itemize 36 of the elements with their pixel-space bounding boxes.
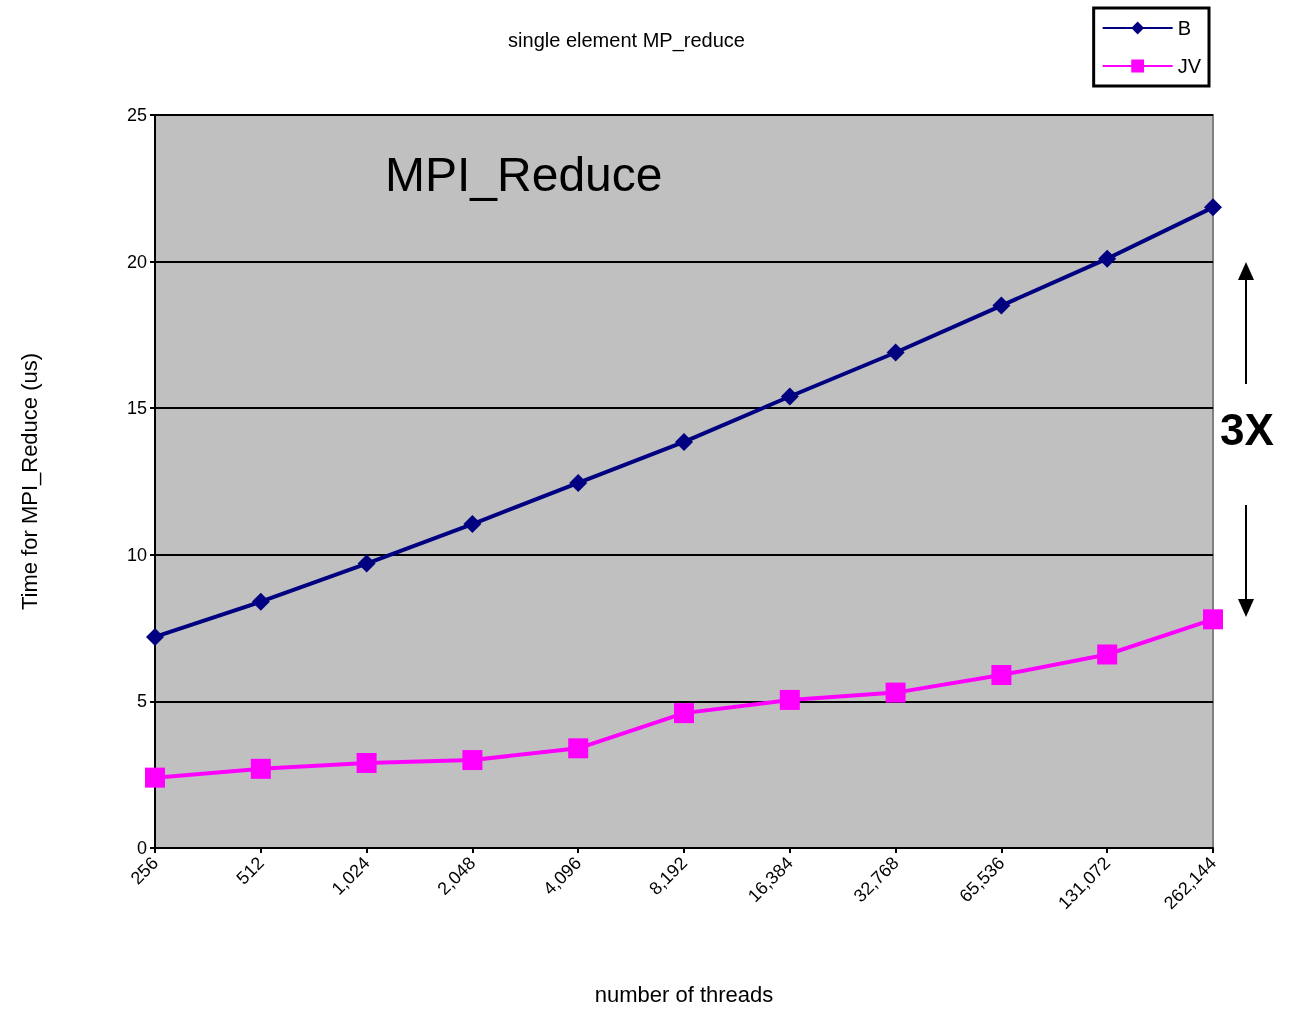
point xyxy=(1098,249,1117,268)
annotation: MPI_Reduce xyxy=(385,147,663,201)
point xyxy=(780,387,799,406)
text: 3X xyxy=(1220,404,1274,454)
y-axis-title: Time for MPI_Reduce (us) xyxy=(16,352,42,611)
y-tick-label: 0 xyxy=(136,838,147,858)
y-tick-label: 15 xyxy=(126,398,147,419)
point xyxy=(779,689,800,710)
point xyxy=(991,665,1012,686)
point xyxy=(1203,609,1223,630)
point xyxy=(569,473,588,492)
x-tick-label: 512 xyxy=(232,852,268,889)
point xyxy=(886,343,905,362)
point xyxy=(675,432,693,451)
point xyxy=(356,752,377,773)
point xyxy=(885,682,906,703)
y-tick-label: 10 xyxy=(126,544,147,565)
point xyxy=(146,627,164,646)
y-tick-label: 20 xyxy=(126,251,147,272)
point xyxy=(1204,198,1222,217)
legend-label: B xyxy=(1177,17,1191,39)
point xyxy=(250,758,271,779)
point xyxy=(357,554,376,573)
point xyxy=(568,738,589,759)
chart-title: single element MP_reduce xyxy=(508,29,745,52)
point xyxy=(463,515,482,534)
legend-label: JV xyxy=(1177,55,1202,77)
point xyxy=(674,703,694,724)
point xyxy=(251,592,270,611)
x-axis-title: number of threads xyxy=(594,981,774,1007)
point xyxy=(462,750,483,771)
point xyxy=(145,767,165,788)
y-tick-label: 5 xyxy=(136,691,147,712)
point xyxy=(992,296,1011,315)
point xyxy=(1097,644,1118,665)
y-tick-label: 25 xyxy=(126,105,147,125)
